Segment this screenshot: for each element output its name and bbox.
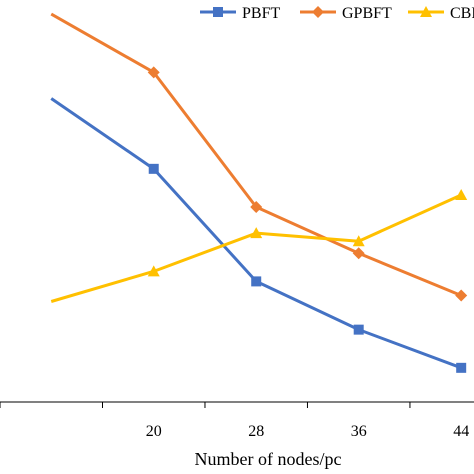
legend: PBFT GPBFT CBFT [200, 5, 474, 22]
series-cbft [50, 188, 468, 303]
series-pbft [50, 97, 467, 373]
data-point [251, 276, 262, 287]
x-tick-label: 36 [351, 423, 367, 440]
data-point [147, 66, 160, 79]
data-point [353, 324, 364, 335]
data-point [250, 201, 263, 214]
data-point [147, 265, 160, 277]
x-ticks [0, 402, 411, 408]
legend-swatch-marker [420, 6, 432, 17]
legend-item-gpbft: GPBFT [300, 5, 392, 22]
legend-swatch-marker [213, 7, 223, 17]
legend-item-cbft: CBFT [408, 5, 474, 22]
legend-label: PBFT [242, 5, 280, 22]
data-point [352, 247, 365, 260]
series-layer [50, 12, 468, 373]
x-tick-label: 44 [453, 423, 469, 440]
legend-label: CBFT [450, 5, 474, 22]
legend-label: GPBFT [342, 5, 392, 22]
data-point [456, 362, 467, 373]
data-point [455, 188, 468, 200]
x-tick-label: 28 [248, 423, 264, 440]
x-axis-title: Number of nodes/pc [195, 449, 342, 469]
data-point [352, 235, 365, 247]
x-axis: 20 28 36 44 Number of nodes/pc [0, 401, 474, 469]
data-point [455, 289, 468, 302]
data-point [148, 163, 159, 174]
legend-item-pbft: PBFT [200, 5, 280, 22]
x-tick-labels: 20 28 36 44 [146, 423, 469, 440]
legend-swatch-marker [312, 6, 324, 18]
x-tick-label: 20 [146, 423, 162, 440]
data-point [250, 227, 263, 239]
series-line [50, 12, 462, 297]
series-gpbft [50, 12, 468, 302]
